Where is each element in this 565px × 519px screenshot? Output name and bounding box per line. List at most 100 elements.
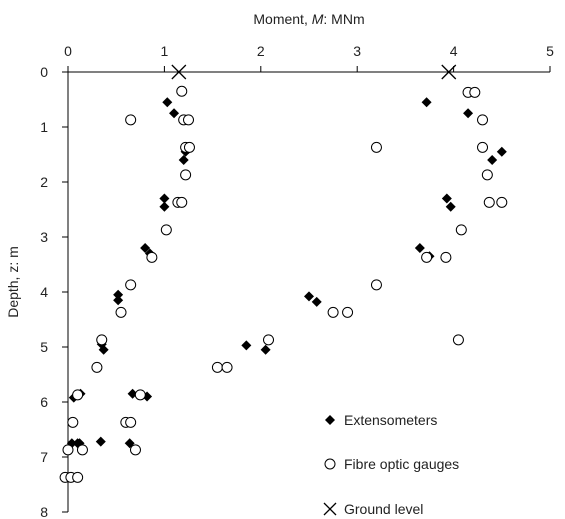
point-circle-27 <box>221 361 233 373</box>
legend-item-fibre-optic-gauges: Fibre optic gauges <box>324 456 459 472</box>
point-circle-18 <box>125 416 137 428</box>
legend-marker-circle <box>324 458 336 470</box>
point-cross-0 <box>171 64 187 80</box>
y-tick-label-2: 2 <box>40 174 48 190</box>
point-circle-37 <box>483 196 495 208</box>
point-circle-35 <box>452 334 464 346</box>
point-circle-15 <box>72 389 84 401</box>
point-diamond-29 <box>487 155 498 165</box>
point-diamond-27 <box>463 108 474 119</box>
y-tick-label-3: 3 <box>40 229 48 245</box>
x-axis-title-symbol: M <box>312 11 324 27</box>
point-diamond-12 <box>98 344 109 355</box>
point-circle-16 <box>67 416 79 428</box>
x-tick-label-3: 3 <box>353 43 361 59</box>
point-diamond-5 <box>159 193 170 204</box>
x-tick-label-1: 1 <box>161 43 169 59</box>
legend-item-extensometers: Extensometers <box>325 412 437 428</box>
x-tick-label-4: 4 <box>450 43 458 59</box>
point-diamond-2 <box>178 155 189 165</box>
point-circle-10 <box>146 251 158 263</box>
data-marks <box>59 64 508 483</box>
point-diamond-22 <box>241 340 252 351</box>
legend-symbol-diamond <box>325 415 335 425</box>
legend-label-extensometers: Extensometers <box>344 412 437 428</box>
point-diamond-32 <box>414 243 425 253</box>
point-diamond-31 <box>445 201 456 212</box>
legend-symbol-cross <box>323 502 337 516</box>
point-diamond-9 <box>113 289 124 300</box>
point-cross-0-stroke-b <box>171 64 187 80</box>
point-cross-1-stroke-b <box>441 64 457 80</box>
point-circle-0 <box>176 85 188 97</box>
point-diamond-25 <box>311 296 322 307</box>
point-circle-12 <box>115 306 127 318</box>
point-circle-13 <box>96 334 108 346</box>
point-circle-29 <box>327 306 339 318</box>
point-circle-38 <box>496 196 508 208</box>
point-circle-30 <box>342 306 354 318</box>
legend-item-ground-level: Ground level <box>323 501 423 517</box>
x-tick-label-2: 2 <box>257 43 265 59</box>
point-diamond-7 <box>140 243 151 253</box>
x-axis-title-prefix: Moment, <box>253 11 311 27</box>
point-circle-33 <box>421 251 433 263</box>
point-diamond-26 <box>421 97 432 108</box>
point-circle-9 <box>160 224 172 236</box>
y-axis-title: Depth, z: m <box>5 246 21 318</box>
point-circle-40 <box>477 141 489 153</box>
y-tick-label-0: 0 <box>40 64 48 80</box>
x-ticks: 0 1 2 3 4 5 <box>64 43 554 72</box>
point-diamond-10 <box>113 295 124 306</box>
point-circle-28 <box>263 334 275 346</box>
legend-symbol-circle <box>324 458 336 470</box>
point-circle-39 <box>481 169 493 181</box>
point-circle-11 <box>125 279 137 291</box>
y-tick-label-1: 1 <box>40 119 48 135</box>
series-cross <box>171 64 457 80</box>
x-tick-label-5: 5 <box>546 43 554 59</box>
point-circle-36 <box>455 224 467 236</box>
point-circle-19 <box>134 389 146 401</box>
point-circle-26 <box>211 361 223 373</box>
point-circle-5 <box>183 141 195 153</box>
series-circle <box>59 85 508 483</box>
y-ticks: 0 1 2 3 4 5 6 7 8 <box>40 64 68 519</box>
x-axis-title: Moment, M: MNm <box>253 11 364 27</box>
point-circle-22 <box>76 444 88 456</box>
point-circle-14 <box>91 361 103 373</box>
point-diamond-1 <box>169 108 180 119</box>
point-circle-31 <box>370 279 382 291</box>
point-circle-34 <box>440 251 452 263</box>
x-tick-label-0: 0 <box>64 43 72 59</box>
point-circle-8 <box>176 196 188 208</box>
point-circle-41 <box>477 114 489 126</box>
point-circle-32 <box>370 141 382 153</box>
point-circle-20 <box>129 444 141 456</box>
y-tick-label-6: 6 <box>40 394 48 410</box>
point-circle-43 <box>469 86 481 98</box>
point-diamond-30 <box>441 193 452 204</box>
legend-marker-cross <box>323 502 337 516</box>
series-diamond <box>66 97 507 449</box>
point-circle-25 <box>72 471 84 483</box>
y-tick-label-8: 8 <box>40 504 48 519</box>
y-tick-label-7: 7 <box>40 449 48 465</box>
point-diamond-24 <box>304 291 314 302</box>
legend: Extensometers Fibre optic gauges Ground … <box>323 412 459 517</box>
legend-label-fibre-optic-gauges: Fibre optic gauges <box>344 456 459 472</box>
point-circle-6 <box>180 169 192 181</box>
legend-marker-cross-stroke-b <box>323 502 337 516</box>
point-diamond-28 <box>496 146 507 157</box>
point-cross-1 <box>441 64 457 80</box>
x-axis-title-suffix: : MNm <box>323 11 364 27</box>
legend-marker-diamond <box>325 415 335 425</box>
point-diamond-0 <box>162 97 173 108</box>
point-circle-21 <box>62 444 74 456</box>
legend-label-ground-level: Ground level <box>344 501 423 517</box>
point-diamond-6 <box>159 201 170 212</box>
y-tick-label-4: 4 <box>40 284 48 300</box>
point-diamond-17 <box>95 436 106 447</box>
